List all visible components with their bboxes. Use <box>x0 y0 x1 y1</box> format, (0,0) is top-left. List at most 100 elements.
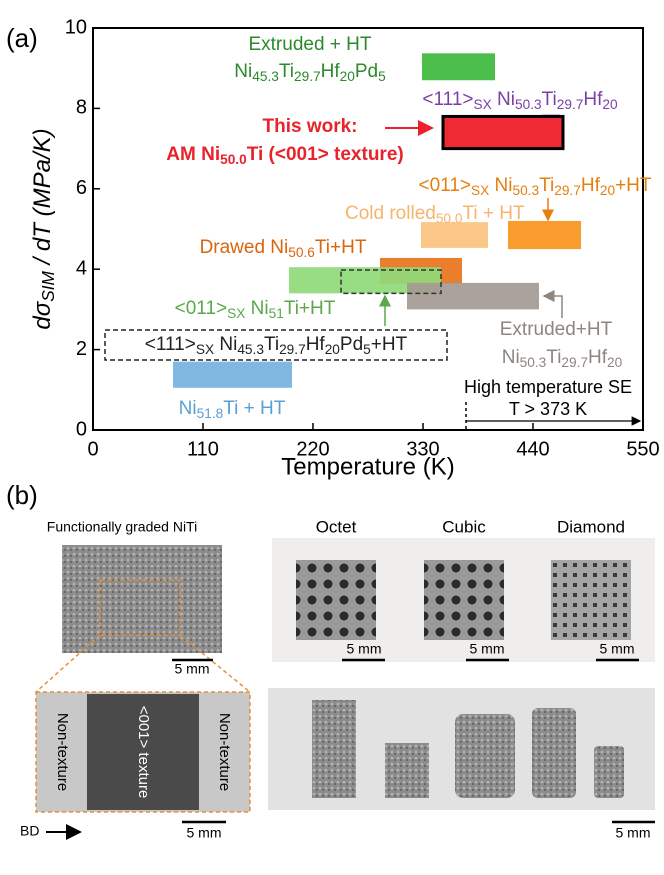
range-label: <011>SX Ni51Ti+HT <box>175 298 336 321</box>
range-label: <111>SX Ni50.3Ti29.7Hf20 <box>422 89 618 112</box>
text-part: 50.0 <box>436 211 463 226</box>
text-part: / dT (MPa/K) <box>29 128 56 271</box>
text-part: <011> <box>419 175 471 196</box>
range-label: This work: <box>262 116 357 137</box>
panel-label: (a) <box>6 23 38 53</box>
text-part: SX <box>227 306 245 321</box>
graded-sample <box>62 545 222 653</box>
y-tick-label: 6 <box>76 177 87 199</box>
y-axis-label: dσSIM / dT (MPa/K) <box>29 128 57 329</box>
text-part: Ni <box>179 398 197 419</box>
region-label: <001> texture <box>135 706 152 799</box>
text-part: Extruded+HT <box>500 319 613 340</box>
diamond-sample <box>551 560 631 640</box>
scale-label: 5 mm <box>616 825 651 841</box>
scale-label: 5 mm <box>175 661 210 677</box>
text-part: <111> <box>145 334 196 355</box>
y-tick-label: 2 <box>76 338 87 360</box>
range-label: <111>SX Ni45.3Ti29.7Hf20Pd5+HT <box>145 334 408 357</box>
text-part: Extruded + HT <box>248 34 371 55</box>
text-part: Ti <box>279 61 294 82</box>
text-part: 20 <box>607 355 623 370</box>
region-label: Non-texture <box>54 713 71 791</box>
range-label: Ni50.3Ti29.7Hf20 <box>502 347 623 370</box>
text-part: Ni <box>492 89 515 110</box>
region-label: Non-texture <box>216 713 233 791</box>
label-frame <box>104 329 448 361</box>
text-part: Hf <box>583 89 603 110</box>
zoom-line <box>179 634 251 693</box>
dashed-range <box>340 269 442 295</box>
text-part: 29.7 <box>554 183 581 198</box>
text-part: 5 <box>378 69 386 84</box>
text-part: Ti+HT <box>284 298 336 319</box>
range-bar <box>441 114 565 151</box>
text-part: SIM <box>38 270 58 301</box>
sample <box>385 743 429 798</box>
y-tick-label: 4 <box>76 257 87 279</box>
panel-label: (b) <box>6 480 38 510</box>
range-label: Extruded + HT <box>248 34 371 55</box>
text-part: Ni <box>489 175 512 196</box>
text-part: SX <box>196 342 214 357</box>
range-bar <box>422 53 495 81</box>
scale-label: 5 mm <box>187 825 222 841</box>
text-part: Ti <box>264 334 279 355</box>
text-part: Hf <box>306 334 326 355</box>
text-part: 20 <box>602 97 618 112</box>
lattice-title: Octet <box>316 517 357 536</box>
range-bar <box>407 282 539 310</box>
text-part: SX <box>474 97 492 112</box>
photo-title: Functionally graded NiTi <box>47 519 197 535</box>
plot-frame <box>92 27 644 431</box>
text-part: Ni <box>214 334 237 355</box>
x-tick-label: 220 <box>296 438 329 460</box>
range-label: Cold rolled50.0Ti + HT <box>345 203 525 226</box>
text-part: 20 <box>340 69 356 84</box>
text-part: Ti (<001> texture) <box>247 144 404 165</box>
range-label: AM Ni50.0Ti (<001> texture) <box>166 144 403 167</box>
x-tick-label: 440 <box>516 438 549 460</box>
range-label: Extruded+HT <box>500 319 613 340</box>
text-part: 51.8 <box>197 406 224 421</box>
photos: (b) Functionally graded NiTi 5 mm Non-te… <box>6 480 655 841</box>
text-part: Ti+HT <box>315 237 367 258</box>
scale-label: 5 mm <box>347 641 382 657</box>
zoom-box <box>99 579 181 636</box>
text-part: SX <box>471 183 489 198</box>
x-tick-label: 550 <box>626 438 659 460</box>
sample <box>532 708 576 798</box>
lattice-title: Cubic <box>442 517 486 536</box>
text-part: Ni <box>234 61 252 82</box>
text-part: Cold rolled <box>345 203 436 224</box>
text-part: Ti + HT <box>462 203 524 224</box>
text-part: AM Ni <box>166 144 220 165</box>
text-part: Hf <box>581 175 601 196</box>
text-part: 45.3 <box>237 342 264 357</box>
cubic-sample <box>424 560 504 640</box>
text-part: 50.6 <box>288 245 315 260</box>
text-part: 50.0 <box>220 152 247 167</box>
y-tick-label: 8 <box>76 97 87 119</box>
text-part: Ni <box>502 347 520 368</box>
text-part: 29.7 <box>294 69 321 84</box>
text-part: 29.7 <box>279 342 306 357</box>
sample <box>594 746 624 798</box>
zoom-line <box>35 634 101 693</box>
text-part: 29.7 <box>561 355 588 370</box>
y-tick-label: 0 <box>76 418 87 440</box>
text-part: Drawed Ni <box>200 237 289 258</box>
text-part: 20 <box>325 342 341 357</box>
text-part: Ti <box>542 89 557 110</box>
text-part: Ti + HT <box>223 398 285 419</box>
text-part: 50.3 <box>520 355 547 370</box>
range-label: <011>SX Ni50.3Ti29.7Hf20+HT <box>419 175 652 198</box>
sample <box>312 700 356 798</box>
text-part: <111> <box>422 89 473 110</box>
y-tick-label: 10 <box>65 16 87 38</box>
text-part: 51 <box>269 306 284 321</box>
octet-sample <box>296 560 376 640</box>
range-label: Ni51.8Ti + HT <box>179 398 286 421</box>
